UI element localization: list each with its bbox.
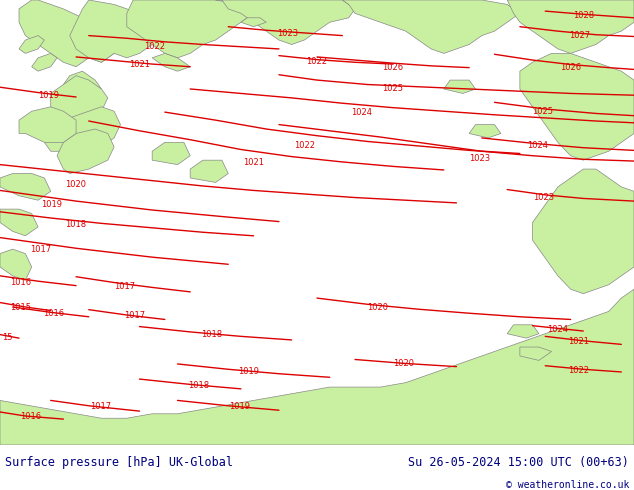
Text: 1019: 1019: [238, 368, 259, 376]
Text: 1020: 1020: [367, 303, 389, 313]
Text: 1024: 1024: [547, 325, 569, 334]
Polygon shape: [51, 75, 108, 124]
Text: 1021: 1021: [243, 158, 264, 168]
Text: 1017: 1017: [30, 245, 51, 254]
Polygon shape: [0, 209, 38, 236]
Polygon shape: [507, 0, 634, 53]
Text: 1021: 1021: [567, 337, 589, 346]
Text: 1017: 1017: [124, 311, 145, 320]
Text: 1020: 1020: [65, 180, 87, 189]
Polygon shape: [0, 289, 634, 445]
Text: 1019: 1019: [37, 91, 59, 99]
Text: 1018: 1018: [201, 330, 223, 339]
Polygon shape: [19, 0, 165, 67]
Text: 1017: 1017: [89, 402, 111, 411]
Text: 1025: 1025: [382, 84, 404, 94]
Text: 1018: 1018: [188, 381, 210, 390]
Text: 1017: 1017: [113, 282, 135, 291]
Text: 1015: 1015: [10, 303, 31, 313]
Polygon shape: [152, 143, 190, 165]
Polygon shape: [533, 169, 634, 294]
Text: Surface pressure [hPa] UK-Global: Surface pressure [hPa] UK-Global: [5, 456, 233, 468]
Text: 1018: 1018: [65, 220, 87, 229]
Text: 1022: 1022: [306, 57, 328, 66]
Text: 1016: 1016: [10, 277, 31, 287]
Text: 1020: 1020: [392, 360, 414, 368]
Text: 1025: 1025: [532, 107, 553, 116]
Text: 1024: 1024: [527, 142, 548, 150]
Polygon shape: [63, 71, 101, 107]
Polygon shape: [520, 347, 552, 360]
Text: 1023: 1023: [469, 154, 490, 163]
Polygon shape: [216, 0, 355, 45]
Polygon shape: [469, 124, 501, 138]
Text: 1022: 1022: [567, 366, 589, 375]
Text: 1023: 1023: [533, 193, 555, 202]
Text: 1026: 1026: [560, 63, 581, 72]
Text: 15: 15: [3, 333, 13, 342]
Text: 1019: 1019: [41, 200, 63, 209]
Text: 1016: 1016: [42, 309, 64, 318]
Polygon shape: [127, 0, 254, 58]
Polygon shape: [57, 129, 114, 173]
Text: 1027: 1027: [569, 31, 591, 40]
Text: Su 26-05-2024 15:00 UTC (00+63): Su 26-05-2024 15:00 UTC (00+63): [408, 456, 629, 468]
Text: 1023: 1023: [277, 29, 299, 38]
Text: 1022: 1022: [144, 42, 165, 51]
Text: 1021: 1021: [129, 60, 150, 69]
Text: 1028: 1028: [573, 11, 594, 20]
Polygon shape: [0, 173, 51, 200]
Polygon shape: [32, 53, 57, 71]
Text: 1026: 1026: [382, 63, 404, 72]
Polygon shape: [0, 249, 32, 280]
Text: 1019: 1019: [229, 402, 250, 411]
Text: 1016: 1016: [20, 412, 41, 421]
Polygon shape: [70, 0, 190, 62]
Polygon shape: [241, 18, 266, 26]
Polygon shape: [152, 53, 190, 71]
Polygon shape: [444, 80, 476, 94]
Text: 1022: 1022: [294, 141, 315, 149]
Polygon shape: [507, 325, 539, 338]
Polygon shape: [19, 107, 76, 143]
Polygon shape: [190, 160, 228, 182]
Polygon shape: [19, 36, 44, 53]
Polygon shape: [342, 0, 520, 53]
Text: © weatheronline.co.uk: © weatheronline.co.uk: [505, 480, 629, 490]
Polygon shape: [520, 53, 634, 160]
Polygon shape: [44, 107, 120, 151]
Text: 1024: 1024: [351, 108, 372, 117]
